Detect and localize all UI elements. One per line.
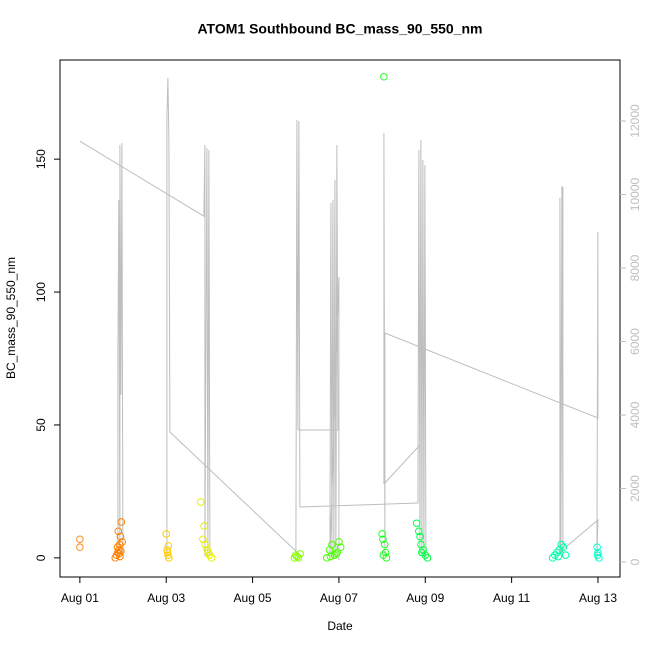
data-point bbox=[380, 72, 388, 81]
data-point bbox=[380, 540, 389, 549]
data-point bbox=[559, 543, 568, 552]
data-point bbox=[335, 538, 343, 546]
data-point bbox=[291, 551, 300, 560]
data-point bbox=[414, 527, 423, 536]
x-tick-label: Aug 01 bbox=[61, 591, 99, 605]
chart-title: ATOM1 Southbound BC_mass_90_550_nm bbox=[197, 21, 482, 37]
data-point bbox=[379, 551, 388, 560]
plot-box bbox=[59, 59, 621, 578]
data-point bbox=[199, 535, 207, 544]
data-point bbox=[416, 532, 424, 541]
data-point bbox=[594, 548, 602, 557]
data-point bbox=[554, 552, 563, 561]
data-point bbox=[118, 538, 126, 546]
y2-tick-label: 12000 bbox=[628, 104, 642, 138]
x-axis-label: Date bbox=[327, 619, 353, 633]
x-tick-label: Aug 11 bbox=[493, 591, 530, 605]
data-point bbox=[117, 518, 126, 526]
data-point bbox=[114, 527, 123, 536]
data-point bbox=[165, 554, 173, 562]
y2-tick-label: 2000 bbox=[628, 475, 642, 502]
x-tick-label: Aug 13 bbox=[579, 591, 617, 605]
data-point bbox=[323, 554, 331, 562]
data-point bbox=[196, 498, 205, 506]
data-point bbox=[117, 547, 125, 556]
y2-tick-label: 4000 bbox=[628, 401, 642, 428]
data-point bbox=[412, 519, 421, 528]
x-tick-label: Aug 03 bbox=[147, 591, 185, 605]
y2-tick-label: 10000 bbox=[628, 177, 642, 211]
data-point bbox=[200, 522, 209, 530]
data-point bbox=[418, 548, 426, 557]
x-tick-label: Aug 07 bbox=[320, 591, 358, 605]
data-point bbox=[76, 543, 84, 552]
altitude-line bbox=[79, 77, 599, 561]
data-point bbox=[76, 535, 84, 544]
y-axis-label: BC_mass_90_550_nm bbox=[4, 257, 18, 379]
y2-tick-label: 8000 bbox=[628, 254, 642, 281]
data-point bbox=[204, 548, 213, 557]
data-point bbox=[417, 540, 425, 549]
data-point bbox=[593, 551, 602, 560]
data-point bbox=[423, 554, 432, 562]
data-point bbox=[336, 543, 345, 552]
data-point bbox=[163, 546, 171, 554]
data-point bbox=[164, 542, 173, 550]
y-tick-label: 50 bbox=[34, 418, 48, 432]
y2-tick-label: 6000 bbox=[628, 328, 642, 355]
data-point bbox=[561, 551, 570, 560]
y-tick-label: 0 bbox=[34, 554, 48, 561]
y2-tick-label: 0 bbox=[628, 558, 642, 565]
data-point bbox=[333, 548, 341, 557]
data-point bbox=[294, 554, 303, 562]
x-tick-label: Aug 09 bbox=[406, 591, 444, 605]
x-tick-label: Aug 05 bbox=[234, 591, 272, 605]
data-point bbox=[378, 530, 386, 538]
y-tick-label: 150 bbox=[34, 149, 48, 169]
data-point bbox=[328, 540, 336, 549]
data-point bbox=[162, 530, 171, 538]
data-point bbox=[116, 552, 124, 561]
y-tick-label: 100 bbox=[34, 282, 48, 302]
data-point bbox=[330, 551, 339, 560]
data-point bbox=[379, 535, 387, 544]
data-point bbox=[296, 550, 304, 558]
data-point bbox=[593, 543, 601, 552]
data-point bbox=[332, 550, 340, 558]
data-point bbox=[201, 540, 209, 549]
data-point bbox=[116, 532, 125, 541]
